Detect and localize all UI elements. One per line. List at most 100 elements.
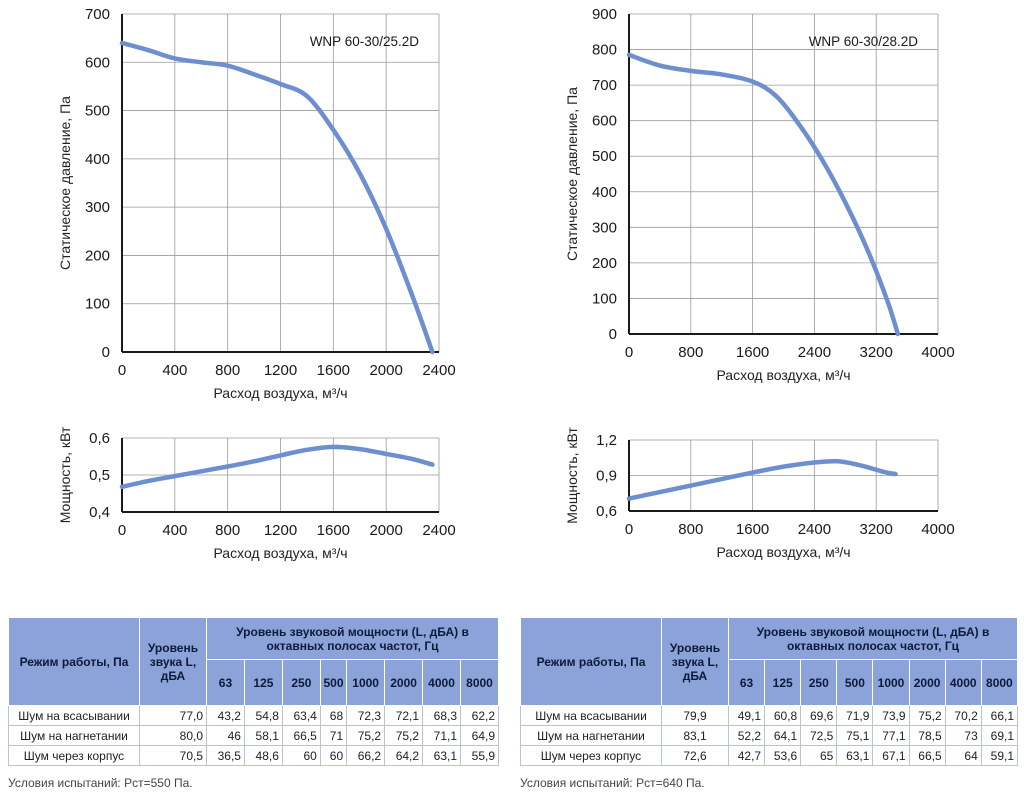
table-row: Шум на всасывании 79,9 49,1 60,8 69,6 71… xyxy=(520,705,1019,726)
freq-header: 4000 xyxy=(422,659,461,706)
y-axis-label: Статическое давление, Па xyxy=(57,96,73,270)
cell: 60,8 xyxy=(764,705,802,726)
x-tick-label: 3200 xyxy=(860,521,893,538)
x-tick-label: 0 xyxy=(625,521,633,538)
cell: 68 xyxy=(319,705,348,726)
row-name: Шум на нагнетании xyxy=(8,725,140,746)
freq-header: 500 xyxy=(836,659,874,706)
x-tick-label: 800 xyxy=(215,522,240,539)
cell: 60 xyxy=(319,745,348,766)
x-tick-label: 400 xyxy=(162,522,187,539)
cell: 52,2 xyxy=(727,725,766,746)
y-tick-label: 500 xyxy=(85,103,110,120)
cell: 53,6 xyxy=(764,745,802,766)
pressure-chart-left: 0 400 800 1200 1600 2000 2400 0 100 200 300 400 500 6… xyxy=(0,0,480,415)
x-tick-label: 800 xyxy=(678,344,703,361)
cell: 78,5 xyxy=(908,725,946,746)
y-tick-label: 0,4 xyxy=(89,504,110,521)
cell: 73,9 xyxy=(872,705,910,726)
cell: 71 xyxy=(319,725,348,746)
freq-header: 1000 xyxy=(872,659,910,706)
table-row: Шум на нагнетании 83,1 52,2 64,1 72,5 75… xyxy=(520,725,1019,746)
freq-header: 250 xyxy=(800,659,838,706)
power-chart-right: 0 800 1600 2400 3200 4000 0,6 0,9 1,2 Расход возд… xyxy=(520,420,1000,570)
power-chart-right-svg: 0 800 1600 2400 3200 4000 0,6 0,9 1,2 Расход возд… xyxy=(564,427,955,560)
cell: 66,5 xyxy=(281,725,321,746)
cell: 75,2 xyxy=(908,705,946,726)
y-tick-label: 0 xyxy=(102,344,110,361)
cell: 63,1 xyxy=(422,745,461,766)
x-tick-label: 1600 xyxy=(736,521,769,538)
cell: 72,5 xyxy=(800,725,838,746)
row-level: 79,9 xyxy=(661,705,729,726)
cell: 64 xyxy=(944,745,982,766)
cell: 65 xyxy=(800,745,838,766)
row-name: Шум через корпус xyxy=(8,745,140,766)
table-header-row: Режим работы, Па Уровень звука L, дБА Ур… xyxy=(520,617,1018,706)
freq-header-row: 63 125 250 500 1000 2000 4000 8000 xyxy=(9,659,499,706)
y-axis-label: Статическое давление, Па xyxy=(564,87,580,261)
x-tick-label: 800 xyxy=(678,521,703,538)
cell: 71,1 xyxy=(422,725,461,746)
power-header: Уровень звуковой мощности (L, дБА) в окт… xyxy=(206,617,499,660)
row-level: 72,6 xyxy=(661,745,729,766)
cell: 58,1 xyxy=(243,725,283,746)
mode-header: Режим работы, Па xyxy=(520,617,662,706)
y-tick-label: 0,9 xyxy=(596,468,617,485)
x-tick-label: 4000 xyxy=(921,344,954,361)
y-tick-label: 100 xyxy=(592,290,617,307)
cell: 49,1 xyxy=(727,705,766,726)
table-row: Шум через корпус 70,5 36,5 48,6 60 60 66… xyxy=(8,745,499,766)
y-tick-label: 700 xyxy=(85,6,110,23)
freq-header: 63 xyxy=(206,659,245,706)
test-conditions-note-left: Условия испытаний: Рст=550 Па. xyxy=(8,776,193,790)
noise-table-left: Режим работы, Па Уровень звука L, дБА Ур… xyxy=(8,617,499,766)
y-tick-label: 400 xyxy=(592,184,617,201)
y-tick-label: 1,2 xyxy=(596,432,617,449)
cell: 72,1 xyxy=(384,705,424,726)
y-tick-label: 0,6 xyxy=(89,430,110,447)
gridlines xyxy=(628,13,939,335)
row-level: 83,1 xyxy=(661,725,729,746)
y-tick-label: 300 xyxy=(85,199,110,216)
y-axis-label: Мощность, кВт xyxy=(57,426,73,523)
freq-header: 250 xyxy=(281,659,321,706)
x-tick-label: 1600 xyxy=(317,522,350,539)
table-row: Шум на нагнетании 80,0 46 58,1 66,5 71 7… xyxy=(8,725,499,746)
cell: 64,1 xyxy=(764,725,802,746)
series-line xyxy=(626,458,898,501)
freq-header: 2000 xyxy=(908,659,946,706)
x-tick-label: 2400 xyxy=(422,362,455,379)
y-tick-label: 500 xyxy=(592,148,617,165)
cell: 75,2 xyxy=(384,725,424,746)
row-name: Шум на всасывании xyxy=(520,705,662,726)
x-tick-label: 1600 xyxy=(736,344,769,361)
freq-header: 1000 xyxy=(346,659,386,706)
cell: 69,6 xyxy=(800,705,838,726)
cell: 71,9 xyxy=(836,705,874,726)
cell: 75,2 xyxy=(346,725,386,746)
y-tick-label: 0,5 xyxy=(89,467,110,484)
power-chart-left: 0 400 800 1200 1600 2000 2400 0,4 0,5 0,6 Расход в… xyxy=(0,420,480,570)
cell: 73 xyxy=(944,725,982,746)
freq-header-row: 63 125 250 500 1000 2000 4000 8000 xyxy=(521,659,1019,706)
cell: 68,3 xyxy=(422,705,461,726)
cell: 59,1 xyxy=(980,745,1019,766)
cell: 67,1 xyxy=(872,745,910,766)
cell: 46 xyxy=(206,725,245,746)
mode-header: Режим работы, Па xyxy=(8,617,140,706)
x-tick-label: 1200 xyxy=(264,362,297,379)
x-tick-label: 2400 xyxy=(422,522,455,539)
x-tick-label: 2400 xyxy=(798,344,831,361)
freq-header: 500 xyxy=(319,659,348,706)
y-tick-label: 200 xyxy=(85,247,110,264)
y-axis-label: Мощность, кВт xyxy=(564,427,580,524)
y-tick-label: 700 xyxy=(592,77,617,94)
power-header: Уровень звуковой мощности (L, дБА) в окт… xyxy=(728,617,1018,660)
y-tick-label: 0,6 xyxy=(596,503,617,520)
y-tick-label: 200 xyxy=(592,255,617,272)
cell: 55,9 xyxy=(460,745,499,766)
cell: 60 xyxy=(281,745,321,766)
freq-header: 63 xyxy=(727,659,766,706)
series-line xyxy=(626,52,901,337)
